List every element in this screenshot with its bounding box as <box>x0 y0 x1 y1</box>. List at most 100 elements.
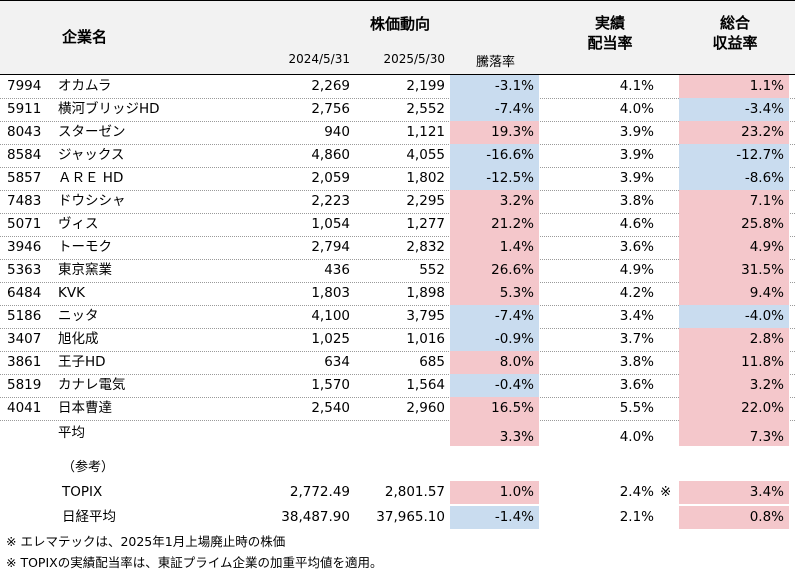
table-row: 5071 ヴィス 1,054 1,277 21.2% 4.6% 25.8% <box>0 213 795 237</box>
dividend-rate: 3.6% <box>619 377 654 393</box>
change-rate: -12.5% <box>450 167 539 190</box>
average-row: 平均 3.3% 4.0% 7.3% <box>0 420 795 446</box>
topix-row: TOPIX 2,772.49 2,801.57 1.0% 2.4% ※ 3.4% <box>0 481 795 505</box>
change-rate: -7.4% <box>450 305 539 328</box>
price-2024: 2,540 <box>311 400 350 416</box>
price-2024: 1,054 <box>311 216 350 232</box>
total-return: 9.4% <box>679 282 789 305</box>
price-2025: 2,199 <box>406 78 445 94</box>
topix-note-mark: ※ <box>660 484 672 500</box>
price-2024: 2,756 <box>311 101 350 117</box>
price-2025: 4,055 <box>406 147 445 163</box>
company-name: オカムラ <box>58 78 112 94</box>
dividend-rate: 4.1% <box>619 78 654 94</box>
total-return: -3.4% <box>679 98 789 121</box>
dividend-rate: 3.6% <box>619 239 654 255</box>
price-2024: 1,803 <box>311 285 350 301</box>
change-rate: -0.9% <box>450 328 539 351</box>
dividend-rate: 3.9% <box>619 124 654 140</box>
topix-name: TOPIX <box>62 484 103 500</box>
average-total: 7.3% <box>679 420 789 446</box>
company-name: ドウシシャ <box>58 193 126 209</box>
total-return: -4.0% <box>679 305 789 328</box>
company-code: 5071 <box>7 216 42 232</box>
table-row: 3407 旭化成 1,025 1,016 -0.9% 3.7% 2.8% <box>0 328 795 352</box>
table-row: 8584 ジャックス 4,860 4,055 -16.6% 3.9% -12.7% <box>0 144 795 168</box>
price-2025: 2,960 <box>406 400 445 416</box>
change-rate: 8.0% <box>450 351 539 374</box>
total-return: -8.6% <box>679 167 789 190</box>
dividend-rate: 3.8% <box>619 193 654 209</box>
company-name: ヴィス <box>58 216 99 232</box>
change-rate: 16.5% <box>450 397 539 420</box>
nikkei-dividend: 2.1% <box>619 509 654 525</box>
company-code: 5819 <box>7 377 42 393</box>
average-label: 平均 <box>58 425 85 441</box>
header-total-line1: 総合 <box>719 14 750 32</box>
table-row: 5363 東京窯業 436 552 26.6% 4.9% 31.5% <box>0 259 795 283</box>
price-2025: 2,295 <box>406 193 445 209</box>
header-change: 騰落率 <box>476 55 516 70</box>
company-name: 旭化成 <box>58 331 99 347</box>
header-dividend-line2: 配当率 <box>587 34 633 52</box>
change-rate: -16.6% <box>450 144 539 167</box>
total-return: 4.9% <box>679 236 789 259</box>
footnote-2: ※ TOPIXの実績配当率は、東証プライム企業の加重平均値を適用。 <box>6 555 383 570</box>
dividend-rate: 4.6% <box>619 216 654 232</box>
price-2024: 2,059 <box>311 170 350 186</box>
company-name: 王子HD <box>58 354 106 370</box>
price-2024: 1,570 <box>311 377 350 393</box>
price-2024: 436 <box>324 262 350 278</box>
change-rate: -7.4% <box>450 98 539 121</box>
reference-label: （参考） <box>62 460 115 475</box>
average-change: 3.3% <box>450 420 539 446</box>
dividend-rate: 3.9% <box>619 170 654 186</box>
total-return: 7.1% <box>679 190 789 213</box>
company-code: 4041 <box>7 400 42 416</box>
change-rate: -3.1% <box>450 75 539 98</box>
price-2024: 4,860 <box>311 147 350 163</box>
footnote-1: ※ エレマテックは、2025年1月上場廃止時の株価 <box>6 534 286 549</box>
company-code: 5363 <box>7 262 42 278</box>
price-2025: 1,016 <box>406 331 445 347</box>
change-rate: 21.2% <box>450 213 539 236</box>
price-2025: 2,832 <box>406 239 445 255</box>
company-name: ジャックス <box>58 147 125 163</box>
table-row: 5819 カナレ電気 1,570 1,564 -0.4% 3.6% 3.2% <box>0 374 795 398</box>
table-row: 5186 ニッタ 4,100 3,795 -7.4% 3.4% -4.0% <box>0 305 795 329</box>
company-code: 8584 <box>7 147 42 163</box>
table-header <box>0 0 795 74</box>
topix-price2: 2,801.57 <box>384 484 445 500</box>
company-name: 東京窯業 <box>58 262 112 278</box>
price-2025: 685 <box>419 354 445 370</box>
price-2024: 2,794 <box>311 239 350 255</box>
header-date1: 2024/5/31 <box>288 52 350 66</box>
table-row: 7994 オカムラ 2,269 2,199 -3.1% 4.1% 1.1% <box>0 75 795 99</box>
header-stock-trend: 株価動向 <box>369 15 430 33</box>
nikkei-total: 0.8% <box>679 506 789 529</box>
table-row: 8043 スターゼン 940 1,121 19.3% 3.9% 23.2% <box>0 121 795 145</box>
total-return: 22.0% <box>679 397 789 420</box>
company-code: 8043 <box>7 124 42 140</box>
change-rate: -0.4% <box>450 374 539 397</box>
dividend-rate: 4.9% <box>619 262 654 278</box>
company-name: スターゼン <box>58 124 126 140</box>
price-2025: 1,802 <box>406 170 445 186</box>
dividend-rate: 3.9% <box>619 147 654 163</box>
header-date2: 2025/5/30 <box>383 52 445 66</box>
change-rate: 5.3% <box>450 282 539 305</box>
company-name: ニッタ <box>58 308 99 324</box>
company-code: 7994 <box>7 78 42 94</box>
company-code: 5911 <box>7 101 42 117</box>
total-return: 31.5% <box>679 259 789 282</box>
total-return: -12.7% <box>679 144 789 167</box>
total-return: 11.8% <box>679 351 789 374</box>
price-2025: 1,898 <box>406 285 445 301</box>
dividend-rate: 3.8% <box>619 354 654 370</box>
company-code: 3946 <box>7 239 42 255</box>
price-2024: 940 <box>324 124 350 140</box>
header-company: 企業名 <box>62 28 108 46</box>
header-dividend-line1: 実績 <box>594 14 625 32</box>
price-2025: 1,121 <box>406 124 445 140</box>
dividend-rate: 3.7% <box>619 331 654 347</box>
